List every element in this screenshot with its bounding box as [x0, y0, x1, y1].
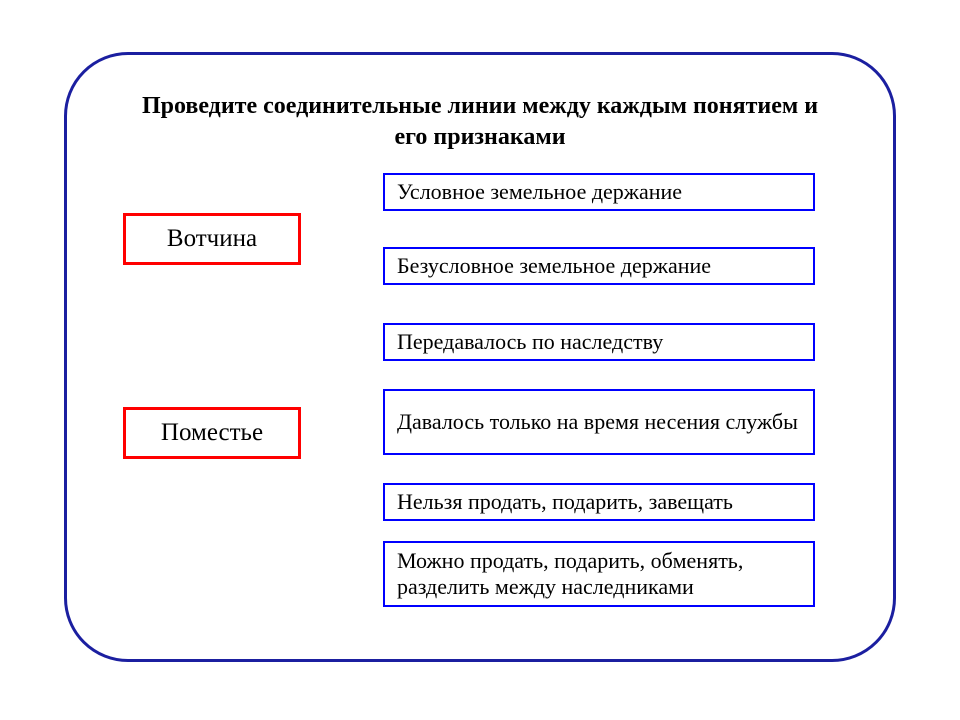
diagram-content: Вотчина Поместье Условное земельное держ… [67, 173, 893, 643]
feature-label: Нельзя продать, подарить, завещать [397, 489, 733, 515]
feature-cannot-sell[interactable]: Нельзя продать, подарить, завещать [383, 483, 815, 521]
concept-label: Вотчина [167, 225, 257, 253]
feature-label: Безусловное земельное держание [397, 253, 711, 279]
task-title: Проведите соединительные линии между каж… [67, 91, 893, 153]
feature-label: Передавалось по наследству [397, 329, 663, 355]
title-line-1: Проведите соединительные линии между каж… [142, 93, 818, 119]
feature-service-duration[interactable]: Давалось только на время несения службы [383, 389, 815, 455]
feature-label: Давалось только на время несения службы [397, 409, 798, 435]
feature-can-sell[interactable]: Можно продать, подарить, обменять, разде… [383, 541, 815, 607]
title-line-2: его признаками [394, 124, 565, 150]
feature-label: Можно продать, подарить, обменять, разде… [397, 548, 801, 601]
feature-inheritable[interactable]: Передавалось по наследству [383, 323, 815, 361]
diagram-frame: Проведите соединительные линии между каж… [64, 52, 896, 662]
feature-unconditional-holding[interactable]: Безусловное земельное держание [383, 247, 815, 285]
concept-pomestye[interactable]: Поместье [123, 407, 301, 459]
concept-label: Поместье [161, 419, 263, 447]
feature-conditional-holding[interactable]: Условное земельное держание [383, 173, 815, 211]
feature-label: Условное земельное держание [397, 179, 682, 205]
concept-votchina[interactable]: Вотчина [123, 213, 301, 265]
